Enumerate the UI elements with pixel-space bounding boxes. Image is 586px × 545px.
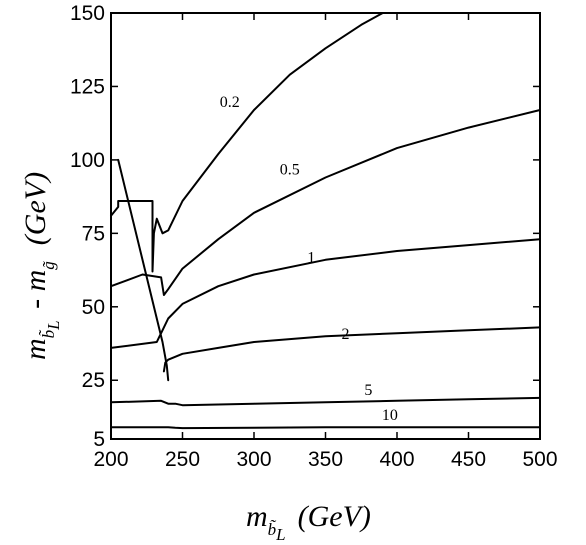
x-axis-ticks: 200 250 300 350 400 450 500 [93,13,558,471]
contour-label: 10 [382,407,398,424]
contour-label: 0.5 [280,162,300,179]
contour-line-5 [110,396,541,407]
contour-label: 2 [342,326,350,343]
y-tick-label: 50 [82,296,105,319]
y-tick-label: 25 [82,369,105,392]
x-tick-label: 300 [236,448,271,471]
boundary-line [117,158,170,382]
contour-label: 5 [364,382,372,399]
contour-line-0-5 [110,109,541,296]
x-axis-label: mb̃L(GeV) [246,500,371,544]
y-tick-label: 75 [82,222,105,245]
x-tick-label: 450 [451,448,486,471]
contour-lines [110,12,541,430]
y-tick-label: 150 [70,2,105,25]
y-tick-label: 100 [70,149,105,172]
x-tick-label: 400 [379,448,414,471]
plot-frame [110,12,541,440]
contour-label: 0.2 [220,94,240,111]
contour-line-2 [162,326,541,373]
x-tick-label: 500 [522,448,557,471]
x-tick-label: 250 [165,448,200,471]
contour-line-10 [110,426,541,430]
x-tick-label: 200 [93,448,128,471]
y-tick-label: 125 [70,75,105,98]
contour-labels: 0.2 0.5 1 2 5 10 [220,94,398,424]
x-tick-label: 350 [308,448,343,471]
y-tick-label: 5 [93,428,105,451]
y-axis-label: mb̃L - mg̃(GeV) [19,172,63,360]
contour-label: 1 [307,250,315,267]
contour-line-0-2 [110,12,384,273]
contour-line-1 [110,238,541,349]
